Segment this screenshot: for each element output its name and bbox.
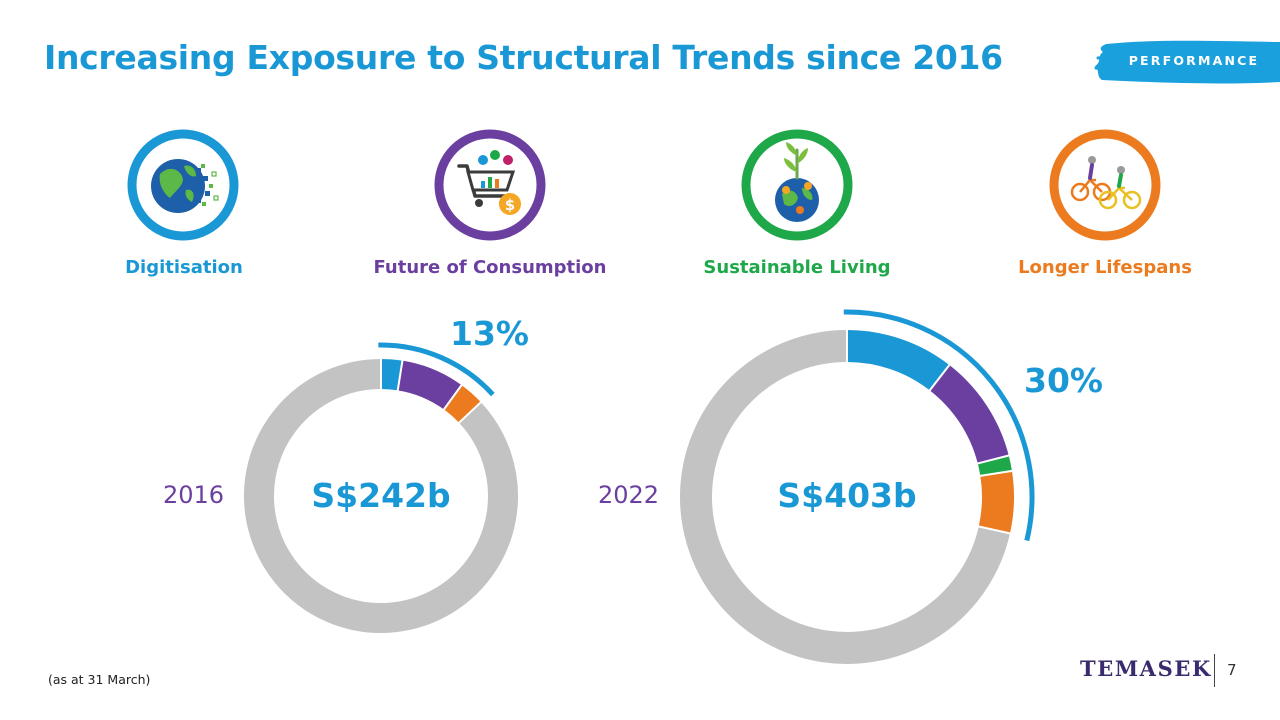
cyclists-icon	[1048, 128, 1162, 242]
slice-separator	[979, 469, 1014, 478]
highlight-share-2022: 30%	[1024, 361, 1103, 400]
trend-label-sustainable-living: Sustainable Living	[703, 257, 891, 278]
slice-separator	[976, 454, 1010, 465]
donut-slice-sustainable-living	[977, 455, 1012, 477]
footnote: (as at 31 March)	[48, 672, 151, 687]
donut-slice-future-of-consumption	[929, 365, 1009, 464]
section-tag-label: PERFORMANCE	[1128, 53, 1260, 68]
donut-slice-future-of-consumption	[397, 360, 462, 410]
brush-stroke-shape	[1094, 40, 1280, 84]
donut-slice-other	[680, 330, 1010, 664]
page-title: Increasing Exposure to Structural Trends…	[44, 38, 1003, 77]
year-label-2022: 2022	[598, 481, 660, 509]
footer-divider	[1214, 654, 1215, 687]
earth-plant-icon	[740, 128, 854, 242]
highlight-share-2016: 13%	[450, 314, 529, 353]
donut-slice-other	[244, 359, 518, 633]
page-number: 7	[1227, 661, 1237, 679]
structural-trends-highlight-arc	[843, 309, 1035, 542]
total-value-2022: S$403b	[777, 476, 917, 515]
section-tag: PERFORMANCE	[1094, 38, 1280, 86]
slice-separator	[442, 383, 463, 411]
trend-label-digitisation: Digitisation	[125, 257, 243, 278]
svg-text:$: $	[505, 196, 515, 214]
donut-slice-digitisation	[846, 330, 950, 391]
trend-label-future-of-consumption: Future of Consumption	[373, 257, 607, 278]
slice-separator	[977, 525, 1012, 535]
trend-label-longer-lifespans: Longer Lifespans	[1018, 257, 1192, 278]
slice-separator	[396, 359, 404, 392]
slice-separator	[457, 400, 483, 425]
year-label-2016: 2016	[163, 481, 225, 509]
structural-trends-highlight-arc	[378, 342, 495, 397]
donut-slice-longer-lifespans	[978, 470, 1014, 534]
brand-logo: TEMASEK	[1080, 656, 1212, 681]
slice-separator	[928, 363, 951, 392]
shopping-cart-icon: $	[433, 128, 547, 242]
total-value-2016: S$242b	[311, 476, 451, 515]
globe-digital-icon	[126, 128, 240, 242]
